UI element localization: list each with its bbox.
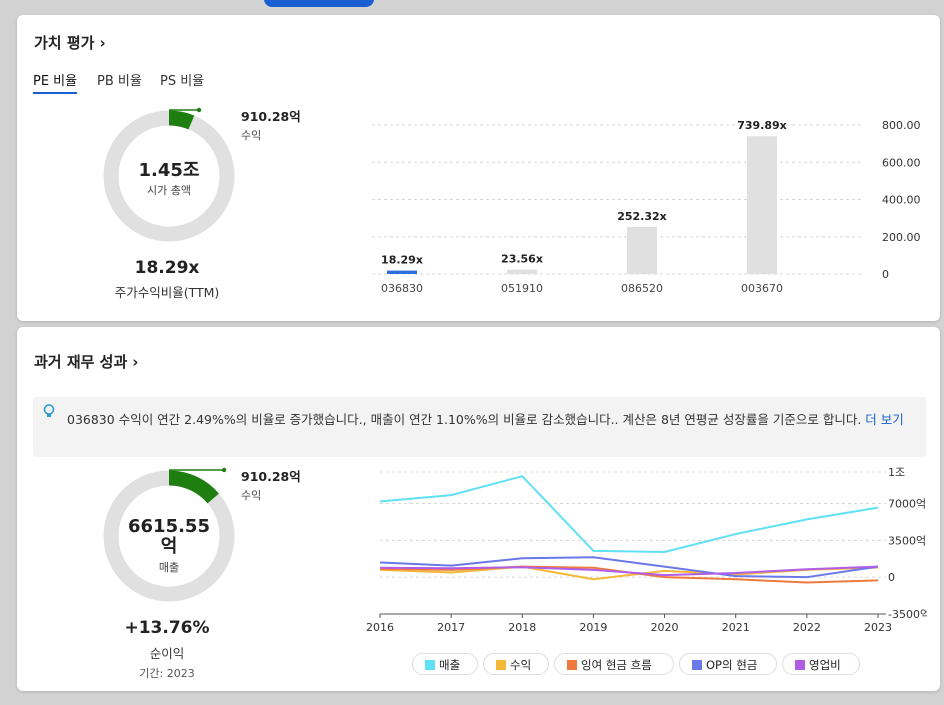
- donut-revenue-legend-2: 910.28억 수익: [241, 466, 301, 503]
- bar-x-tick: 051910: [501, 282, 543, 295]
- donut-leader-dot: [196, 107, 202, 113]
- bar-data-label: 739.89x: [737, 119, 787, 132]
- valuation-title-text: 가치 평가: [34, 34, 95, 52]
- revenue-label-2: 수익: [241, 489, 262, 502]
- revenue-value: 910.28억: [241, 109, 301, 124]
- line-y-tick: 1조: [888, 466, 905, 479]
- bar-data-label: 23.56x: [501, 253, 543, 266]
- growth-info-sentence: 036830 수익이 연간 2.49%%의 비율로 증가했습니다., 매출이 연…: [67, 412, 862, 427]
- line-y-tick: -3500억: [888, 608, 927, 621]
- legend-swatch: [567, 660, 577, 670]
- lightbulb-icon: [43, 404, 55, 423]
- pe-ratio-value: 18.29x: [134, 258, 200, 278]
- line-x-tick: 2020: [651, 621, 679, 634]
- line-y-tick: 3500억: [888, 534, 926, 547]
- top-action-button[interactable]: [264, 0, 374, 7]
- revenue-value-line2: 억: [160, 536, 178, 557]
- period-label: 기간: 2023: [139, 667, 195, 680]
- donut-slice: [169, 470, 219, 504]
- tab-ps-ratio[interactable]: PS 비율: [160, 74, 205, 89]
- net-income-label: 순이익: [149, 646, 185, 661]
- legend-swatch: [425, 660, 435, 670]
- legend-swatch: [692, 660, 702, 670]
- legend-swatch: [496, 660, 506, 670]
- bar-086520: [627, 227, 657, 274]
- bar-y-tick: 200.00: [882, 231, 921, 244]
- line-x-tick: 2023: [864, 621, 892, 634]
- market-cap-donut: 1.45조 시가 총액: [99, 106, 239, 246]
- market-cap-value: 1.45조: [138, 160, 200, 181]
- revenue-donut-svg: [103, 467, 235, 602]
- revenue-donut: 6615.55 억 매출: [99, 466, 239, 606]
- donut-slice: [169, 110, 195, 130]
- bar-data-label: 18.29x: [381, 254, 423, 267]
- series-line-3: [379, 556, 879, 579]
- legend-item-earnings[interactable]: 수익: [483, 653, 549, 675]
- bar-x-tick: 036830: [381, 282, 423, 295]
- financial-history-line-chart: 1조 7000억 3500억 0 -3500억 2016 2017 2018 2019 2020 2…: [366, 466, 927, 634]
- more-link[interactable]: 더 보기: [865, 412, 904, 427]
- donut-leader-dot: [221, 467, 227, 473]
- tab-pb-ratio[interactable]: PB 비율: [97, 74, 142, 89]
- history-title[interactable]: 과거 재무 성과 ›: [34, 351, 138, 372]
- bar-036830: [387, 270, 417, 274]
- legend-item-operating-cash[interactable]: OP의 현금: [679, 653, 777, 675]
- net-income-growth-value: +13.76%: [124, 618, 210, 638]
- line-x-tick: 2017: [437, 621, 465, 634]
- legend-swatch: [795, 660, 805, 670]
- growth-info-box: 036830 수익이 연간 2.49%%의 비율로 증가했습니다., 매출이 연…: [33, 397, 926, 457]
- peer-pe-bar-chart: 800.00 600.00 400.00 200.00 0 18.29x 036830 23.…: [372, 119, 921, 295]
- bar-003670: [747, 136, 777, 274]
- line-x-tick: 2018: [508, 621, 536, 634]
- bar-y-tick: 800.00: [882, 119, 921, 132]
- market-cap-label: 시가 총액: [147, 184, 191, 197]
- bar-data-label: 252.32x: [617, 210, 667, 223]
- legend-label: 영업비: [809, 658, 841, 672]
- valuation-title[interactable]: 가치 평가 ›: [34, 32, 106, 53]
- line-x-tick: 2019: [579, 621, 607, 634]
- top-strip-text: [40, 0, 260, 2]
- pe-ratio-label: 주가수익비율(TTM): [114, 285, 220, 300]
- top-strip: [0, 0, 944, 10]
- history-card: 과거 재무 성과 › 036830 수익이 연간 2.49%%의 비율로 증가했습…: [17, 327, 940, 691]
- line-y-tick: 7000억: [888, 498, 926, 511]
- bar-x-tick: 086520: [621, 282, 663, 295]
- tab-pe-ratio[interactable]: PE 비율: [33, 70, 78, 94]
- history-title-text: 과거 재무 성과: [34, 353, 128, 371]
- revenue-value-2: 910.28억: [241, 469, 301, 484]
- revenue-label: 수익: [241, 129, 262, 142]
- legend-item-revenue[interactable]: 매출: [412, 653, 478, 675]
- line-x-tick: 2021: [722, 621, 750, 634]
- series-line-0: [379, 475, 879, 553]
- legend-label: 수익: [510, 658, 532, 672]
- legend-label: 매출: [439, 658, 461, 672]
- line-y-tick: 0: [888, 571, 895, 584]
- line-x-tick: 2016: [366, 621, 394, 634]
- bar-y-tick: 400.00: [882, 194, 921, 207]
- bar-y-tick: 0: [882, 268, 889, 281]
- legend-item-free-cash-flow[interactable]: 잉여 현금 흐름: [554, 653, 674, 675]
- legend-label: 잉여 현금 흐름: [581, 658, 652, 672]
- market-cap-donut-svg: [103, 107, 235, 242]
- legend-label: OP의 현금: [706, 658, 758, 672]
- bar-051910: [507, 269, 537, 274]
- valuation-card: 가치 평가 › PE 비율 PB 비율 PS 비율 1.45조 시가 총액 910…: [17, 15, 940, 321]
- revenue-center-label: 매출: [158, 561, 180, 574]
- chevron-right-icon: ›: [132, 353, 139, 371]
- bar-x-tick: 003670: [741, 282, 783, 295]
- series-line-4: [379, 565, 879, 577]
- growth-info-text: 036830 수익이 연간 2.49%%의 비율로 증가했습니다., 매출이 연…: [45, 409, 917, 430]
- bar-y-tick: 600.00: [882, 156, 921, 169]
- donut-revenue-legend: 910.28억 수익: [241, 106, 301, 143]
- legend-item-operating-expense[interactable]: 영업비: [782, 653, 860, 675]
- chevron-right-icon: ›: [99, 34, 106, 52]
- revenue-value-line1: 6615.55: [128, 516, 210, 537]
- line-x-tick: 2022: [793, 621, 821, 634]
